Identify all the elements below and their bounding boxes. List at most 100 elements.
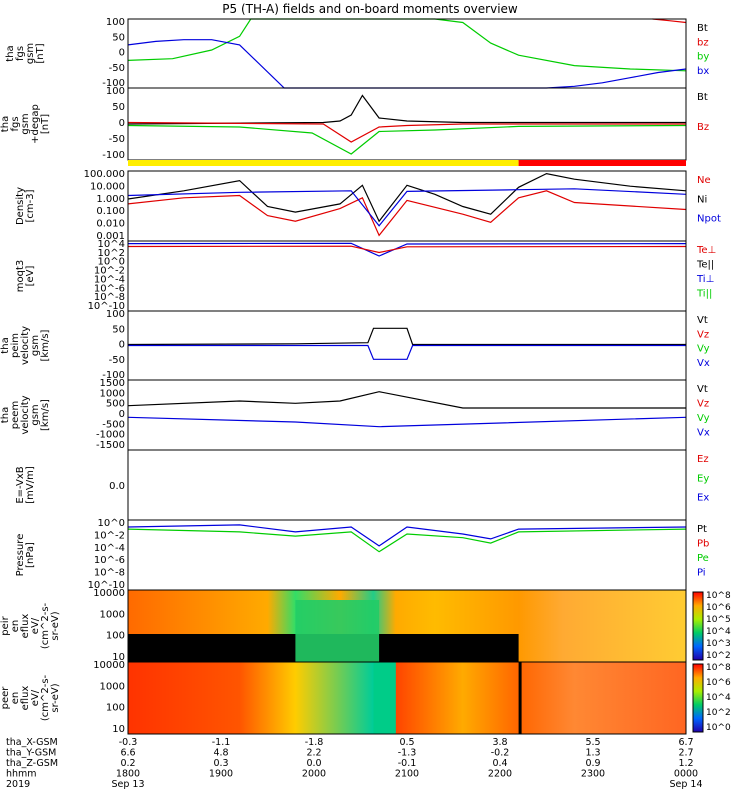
y-tick-label: 0 bbox=[119, 118, 125, 129]
colorbar-tick-label: 10^4 bbox=[706, 627, 731, 637]
y-tick-label: 1.000 bbox=[96, 194, 125, 205]
series-line-bz bbox=[127, 121, 686, 143]
y-axis-label: tha bbox=[0, 407, 11, 423]
figure-title: P5 (TH-A) fields and on-board moments ov… bbox=[222, 2, 518, 16]
y-tick-label: 10^-8 bbox=[94, 568, 125, 579]
x-axis-tick-value: 2200 bbox=[488, 769, 512, 780]
spectrogram-peer_flux bbox=[128, 662, 686, 734]
series-line-by bbox=[127, 124, 687, 155]
series-line-bz bbox=[652, 18, 687, 24]
series-line-pi bbox=[127, 524, 687, 547]
x-axis-tick-value: 1.2 bbox=[678, 758, 693, 769]
legend-label-vz: Vz bbox=[697, 329, 709, 340]
x-axis-row-label: hhmm bbox=[6, 769, 37, 780]
y-tick-label: 500 bbox=[106, 399, 125, 410]
y-tick-label: 10^2 bbox=[98, 248, 125, 259]
colorbar-tick-label: 10^2 bbox=[706, 708, 731, 718]
x-axis-tick-value: 3.8 bbox=[492, 737, 507, 748]
legend-label-bz: bz bbox=[697, 37, 709, 48]
y-axis-label: eflux bbox=[20, 614, 31, 639]
y-tick-label: 0.100 bbox=[96, 206, 125, 217]
legend-label-vy: Vy bbox=[697, 413, 710, 424]
x-axis-tick-value: Sep 14 bbox=[669, 779, 702, 790]
series-line-te bbox=[127, 245, 687, 254]
spectrogram-gap-line bbox=[518, 662, 522, 734]
legend-label-ni: Ni bbox=[697, 194, 707, 205]
y-axis-label: Pressure bbox=[15, 534, 26, 577]
y-tick-label: -1000 bbox=[96, 430, 125, 441]
legend-label-vx: Vx bbox=[697, 428, 710, 439]
y-tick-label: -50 bbox=[109, 355, 125, 366]
y-axis-label: tha bbox=[0, 337, 11, 353]
legend-label-vx: Vx bbox=[697, 358, 710, 369]
y-tick-label: -500 bbox=[102, 419, 125, 430]
y-tick-label: 1500 bbox=[100, 378, 125, 389]
legend-label-ne: Ne bbox=[697, 175, 711, 186]
panel-efield: 0.0 E=-VxB [mV/m] Ez Ey Ex bbox=[15, 449, 709, 521]
y-axis-label: eV/ bbox=[30, 689, 41, 706]
x-axis-row-label: tha_Z-GSM bbox=[6, 758, 58, 769]
y-tick-label: 100 bbox=[106, 86, 125, 97]
y-axis-label: fgs bbox=[10, 116, 21, 131]
x-axis-tick-value: -0.2 bbox=[491, 748, 510, 759]
legend-label-ti||: Ti|| bbox=[696, 289, 712, 300]
x-axis-tick-value: Sep 13 bbox=[111, 779, 144, 790]
y-axis-label: [nT] bbox=[40, 114, 51, 134]
y-tick-label: 0 bbox=[119, 340, 125, 351]
y-tick-label: -100 bbox=[102, 78, 125, 89]
colorbar-peer_flux bbox=[692, 663, 704, 733]
x-axis-tick-value: 6.6 bbox=[120, 748, 135, 759]
y-tick-label: 10^0 bbox=[98, 257, 125, 268]
panel-fgs: 100 50 0 -50 -100 tha fgs gsm [nT] Bt bz by bx bbox=[5, 17, 709, 89]
y-axis-label: [nT] bbox=[35, 43, 46, 63]
legend-label-vt: Vt bbox=[697, 315, 708, 326]
y-tick-label: 50 bbox=[112, 102, 125, 113]
legend-label-ti⊥: Ti⊥ bbox=[696, 274, 714, 285]
y-axis-label: peem bbox=[10, 401, 21, 429]
y-tick-label: 100 bbox=[106, 17, 125, 28]
colorbar-tick-label: 10^4 bbox=[706, 693, 731, 703]
panel-frame bbox=[127, 170, 687, 242]
series-line-ni bbox=[127, 172, 687, 223]
y-axis-label: tha bbox=[0, 690, 1, 706]
panel-peer_flux: 10^8 10^6 10^4 10^2 10^0 10000 1000 100 10 thapee… bbox=[0, 660, 731, 735]
y-axis-label: gsm bbox=[25, 43, 36, 64]
x-axis-tick-value: 0.0 bbox=[306, 758, 321, 769]
x-axis-tick-value: 0.2 bbox=[120, 758, 135, 769]
legend-label-vz: Vz bbox=[697, 399, 709, 410]
x-axis-tick-value: 2300 bbox=[581, 769, 605, 780]
y-tick-label: 10^-2 bbox=[94, 530, 125, 541]
y-tick-label: 50 bbox=[112, 324, 125, 335]
y-tick-label: 10^-10 bbox=[88, 301, 125, 312]
y-tick-label: 10^-4 bbox=[94, 274, 125, 285]
y-tick-label: 1000 bbox=[100, 388, 125, 399]
y-axis-label: [nPa] bbox=[25, 542, 36, 568]
panel-frame bbox=[127, 240, 687, 312]
x-axis-tick-value: 0.5 bbox=[399, 737, 414, 748]
x-axis-tick-value: 2100 bbox=[395, 769, 419, 780]
y-tick-label: 10000 bbox=[93, 660, 125, 671]
series-line-ne bbox=[127, 190, 687, 237]
y-axis-label: en bbox=[10, 692, 21, 705]
colorbar-tick-label: 10^2 bbox=[706, 651, 731, 661]
legend-label-bt: Bt bbox=[697, 92, 708, 103]
y-axis-label: tha bbox=[0, 116, 11, 132]
y-tick-label: 0.001 bbox=[96, 231, 125, 242]
y-axis-label: velocity bbox=[20, 326, 31, 365]
x-axis-tick-value: -0.1 bbox=[398, 758, 417, 769]
legend-label-te⊥: Te⊥ bbox=[696, 245, 716, 256]
y-axis-label: (cm^2-s- bbox=[40, 602, 51, 649]
spectrogram-green-band bbox=[373, 662, 396, 734]
legend-label-ey: Ey bbox=[697, 473, 709, 484]
legend-label-te||: Te|| bbox=[696, 260, 714, 271]
y-axis-label: peir bbox=[0, 615, 11, 635]
x-axis-tick-value: 6.7 bbox=[678, 737, 693, 748]
panel-frame bbox=[127, 379, 687, 451]
y-axis-label: sr-eV) bbox=[50, 683, 61, 712]
x-axis-labels: tha_X-GSM -0.3 -1.1 -1.8 0.5 3.8 5.5 6.7 tha_Y-G… bbox=[6, 737, 703, 790]
legend-label-ez: Ez bbox=[697, 454, 709, 465]
y-axis-label: gsm bbox=[30, 404, 41, 425]
series-line-ti bbox=[127, 242, 687, 257]
x-axis-tick-value: -1.3 bbox=[398, 748, 417, 759]
